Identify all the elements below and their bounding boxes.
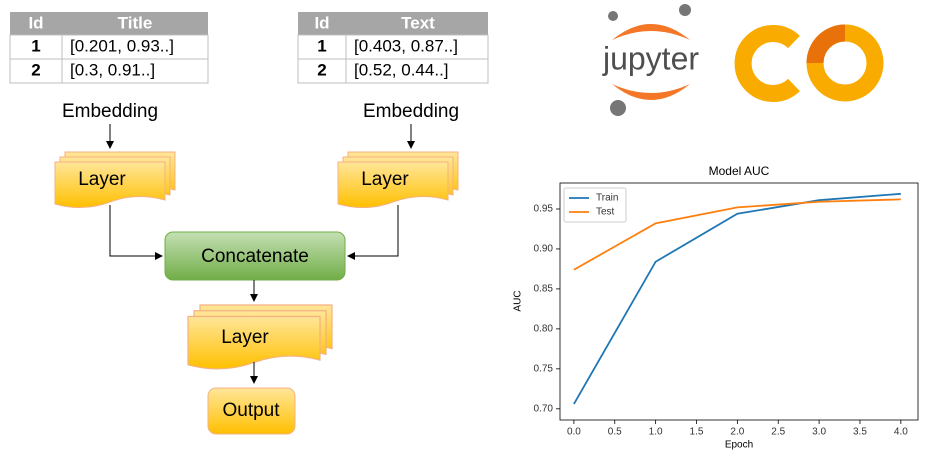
y-axis-label: AUC — [513, 290, 524, 311]
header-cell: Id — [314, 13, 329, 32]
x-tick-label: 2.5 — [771, 427, 785, 438]
chart-title: Model AUC — [709, 164, 770, 178]
cell: 1 — [317, 36, 326, 55]
y-tick-label: 0.75 — [534, 363, 554, 374]
legend-box — [563, 187, 627, 223]
y-tick-label: 0.85 — [534, 284, 554, 295]
embedding-label: Embedding — [62, 101, 158, 122]
table-title: Id Title 1 [0.201, 0.93..] 2 [0.3, 0.91.… — [9, 12, 209, 84]
y-tick-label: 0.70 — [534, 403, 554, 414]
cell: [0.201, 0.93..] — [70, 36, 174, 55]
cell: [0.403, 0.87..] — [354, 36, 458, 55]
cell: [0.3, 0.91..] — [70, 60, 155, 79]
arrow — [347, 205, 399, 260]
arrow — [109, 205, 163, 260]
layer-stack: Layer — [54, 151, 176, 209]
legend-label: Train — [596, 193, 618, 204]
layer-stack: Layer — [337, 151, 459, 209]
x-tick-label: 3.0 — [812, 427, 826, 438]
x-tick-label: 3.5 — [853, 427, 867, 438]
header-cell: Id — [28, 13, 43, 32]
jupyter-wordmark: jupyter — [602, 40, 699, 76]
cell: 2 — [31, 60, 40, 79]
jupyter-logo: jupyter — [602, 4, 699, 116]
header-cell: Text — [401, 13, 435, 32]
legend-label: Test — [596, 207, 615, 218]
output-box — [207, 387, 296, 435]
x-axis-label: Epoch — [725, 440, 753, 451]
concatenate-box — [164, 231, 346, 281]
series-line — [573, 198, 901, 271]
x-tick-label: 1.0 — [649, 427, 663, 438]
layer-label: Layer — [221, 327, 269, 348]
series-line — [573, 192, 901, 405]
cell: [0.52, 0.44..] — [354, 60, 449, 79]
y-tick-label: 0.80 — [534, 324, 554, 335]
cell: 1 — [31, 36, 40, 55]
embedding-label: Embedding — [363, 101, 459, 122]
x-tick-label: 1.5 — [690, 427, 704, 438]
output-label: Output — [222, 400, 280, 421]
cell: 2 — [317, 60, 326, 79]
table-text: Id Text 1 [0.403, 0.87..] 2 [0.52, 0.44.… — [297, 12, 489, 84]
y-tick-label: 0.90 — [534, 244, 554, 255]
colab-logo — [734, 24, 884, 102]
x-tick-label: 2.0 — [730, 427, 744, 438]
x-tick-label: 4.0 — [894, 427, 908, 438]
layer-label: Layer — [78, 169, 126, 190]
x-tick-label: 0.0 — [567, 427, 581, 438]
concatenate-label: Concatenate — [201, 246, 309, 267]
y-tick-label: 0.95 — [534, 204, 554, 215]
x-tick-label: 0.5 — [608, 427, 622, 438]
header-cell: Title — [118, 13, 153, 32]
layer-label: Layer — [361, 169, 409, 190]
